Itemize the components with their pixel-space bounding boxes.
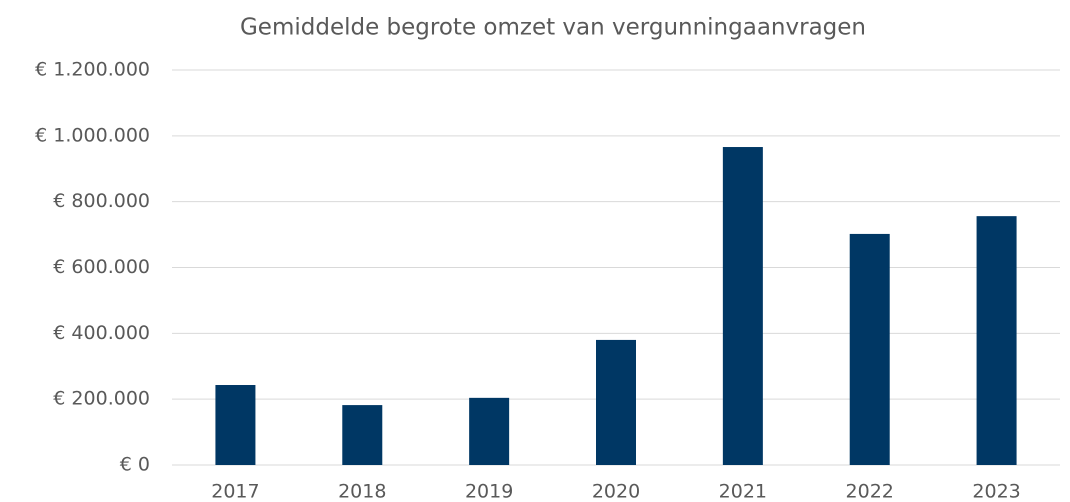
bar: [596, 339, 636, 465]
bar: [849, 233, 890, 465]
bar: [722, 147, 763, 465]
y-tick-label: € 1.200.000: [35, 59, 150, 81]
y-tick-label: € 0: [120, 454, 150, 476]
bar: [342, 405, 383, 465]
x-tick-label: 2019: [465, 481, 513, 502]
x-tick-label: 2021: [719, 481, 767, 502]
x-tick-label: 2018: [338, 481, 386, 502]
bar: [469, 397, 510, 465]
bar: [215, 385, 256, 465]
bar: [976, 216, 1017, 465]
y-tick-label: € 200.000: [53, 388, 150, 410]
x-tick-label: 2023: [972, 481, 1020, 502]
x-tick-label: 2020: [592, 481, 640, 502]
y-tick-label: € 800.000: [53, 190, 150, 212]
y-tick-label: € 400.000: [53, 322, 150, 344]
x-tick-label: 2017: [211, 481, 259, 502]
chart-title: Gemiddelde begrote omzet van vergunninga…: [240, 15, 866, 41]
y-tick-label: € 600.000: [53, 256, 150, 278]
x-tick-label: 2022: [846, 481, 894, 502]
y-tick-label: € 1.000.000: [35, 124, 150, 146]
